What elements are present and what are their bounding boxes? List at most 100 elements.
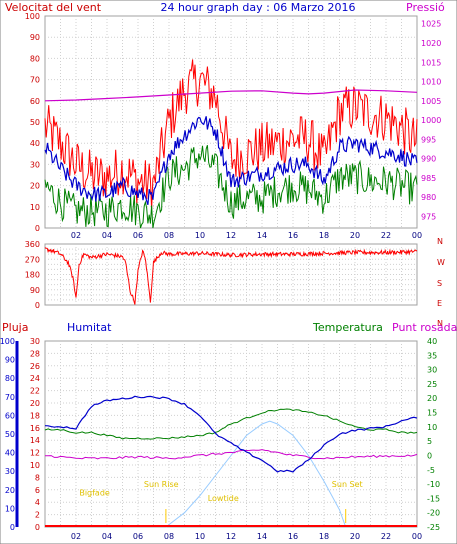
y-tick-rain: 2 [35, 511, 40, 520]
x-tick: 08 [164, 532, 174, 541]
y-tick-left: 0 [35, 301, 40, 310]
y-tick-rain: 14 [30, 436, 40, 445]
y-tick-rain: 10 [30, 461, 40, 470]
y-tick-temperature: -5 [427, 466, 435, 475]
y-tick-temperature: 35 [427, 351, 437, 360]
compass-letter: N [437, 237, 443, 246]
y-tick-rain: 22 [30, 387, 40, 396]
y-tick-right: 1010 [421, 78, 441, 87]
y-tick-left: 80 [30, 54, 40, 63]
temperature-line [44, 408, 418, 440]
y-tick-left: 90 [30, 33, 40, 42]
y-tick-humidity: 0 [10, 523, 15, 532]
y-tick-temperature: 5 [427, 437, 432, 446]
wind-direction-line [44, 247, 418, 305]
dewpoint-label: Punt rosada [392, 321, 457, 334]
y-tick-right: 980 [421, 193, 436, 202]
y-tick-right: 1015 [421, 58, 441, 67]
y-tick-humidity: 50 [5, 430, 15, 439]
y-tick-humidity: 70 [5, 393, 15, 402]
x-tick: 10 [195, 532, 205, 541]
wind-gust-line [44, 59, 418, 210]
y-tick-left: 360 [25, 240, 40, 249]
y-tick-temperature: 40 [427, 337, 437, 346]
x-tick: 18 [319, 231, 329, 240]
annotation-label: Sun Rise [144, 480, 179, 489]
compass-letter: W [437, 258, 445, 267]
y-tick-humidity: 90 [5, 356, 15, 365]
x-tick: 08 [164, 231, 174, 240]
y-tick-temperature: 20 [427, 394, 437, 403]
y-tick-left: 40 [30, 139, 40, 148]
chart-title: 24 hour graph day : 06 Marzo 2016 [160, 1, 355, 14]
y-tick-temperature: 15 [427, 409, 437, 418]
y-tick-left: 90 [30, 286, 40, 295]
y-tick-right: 975 [421, 212, 436, 221]
y-tick-temperature: -25 [427, 523, 440, 532]
x-tick: 10 [195, 231, 205, 240]
y-tick-right: 990 [421, 155, 436, 164]
wind-direction-chart: 0 90 180 270 360 N W S E N [25, 237, 445, 328]
humidity-temperature-chart: 0102030405060708090100024681012141618202… [0, 337, 440, 541]
y-tick-humidity: 20 [5, 486, 15, 495]
y-tick-rain: 16 [30, 424, 40, 433]
compass-letter: E [437, 299, 442, 308]
y-tick-temperature: 10 [427, 423, 437, 432]
humidity-label: Humitat [67, 321, 112, 334]
wind-average-line [44, 116, 418, 205]
y-tick-rain: 24 [30, 374, 40, 383]
temperature-label: Temperatura [312, 321, 383, 334]
y-tick-left: 10 [30, 203, 40, 212]
x-tick: 02 [71, 231, 81, 240]
x-tick: 16 [288, 231, 298, 240]
y-tick-temperature: -20 [427, 509, 440, 518]
x-tick: 22 [381, 231, 391, 240]
x-tick: 00 [412, 532, 422, 541]
pressure-label: Pressió [406, 1, 445, 14]
y-tick-rain: 30 [30, 337, 40, 346]
humidity-line [44, 395, 418, 473]
wind-speed-chart: 0102030405060708090100975980985990995100… [25, 12, 442, 240]
y-tick-left: 30 [30, 160, 40, 169]
x-tick: 20 [350, 532, 360, 541]
compass-letter: S [437, 279, 442, 288]
solar-curve [165, 420, 347, 528]
x-tick: 06 [133, 231, 143, 240]
y-tick-temperature: 30 [427, 366, 437, 375]
wind-minimum-line [44, 145, 418, 229]
y-tick-rain: 8 [35, 473, 40, 482]
x-tick: 14 [257, 231, 267, 240]
y-tick-humidity: 100 [0, 337, 15, 346]
y-tick-right: 1000 [421, 116, 441, 125]
x-tick: 16 [288, 532, 298, 541]
y-tick-humidity: 30 [5, 467, 15, 476]
x-tick: 12 [226, 532, 236, 541]
dewpoint-line [45, 449, 418, 460]
y-tick-temperature: -10 [427, 480, 440, 489]
x-tick: 22 [381, 532, 391, 541]
y-tick-humidity: 10 [5, 504, 15, 513]
rain-label: Pluja [2, 321, 28, 334]
y-tick-right: 1005 [421, 97, 441, 106]
y-tick-temperature: 0 [427, 451, 432, 460]
y-tick-left: 20 [30, 182, 40, 191]
y-tick-humidity: 60 [5, 411, 15, 420]
x-tick: 00 [412, 231, 422, 240]
annotation-label: Sun Set [332, 480, 363, 489]
y-tick-rain: 0 [35, 523, 40, 532]
y-tick-rain: 28 [30, 349, 40, 358]
compass-letter: N [437, 319, 443, 328]
x-tick: 06 [133, 532, 143, 541]
y-tick-left: 50 [30, 118, 40, 127]
x-tick: 04 [102, 231, 112, 240]
y-tick-right: 985 [421, 174, 436, 183]
pressure-line [44, 89, 418, 102]
wind-speed-label: Velocitat del vent [5, 1, 102, 14]
y-tick-left: 60 [30, 97, 40, 106]
y-tick-rain: 26 [30, 362, 40, 371]
y-tick-temperature: -15 [427, 494, 440, 503]
x-tick: 14 [257, 532, 267, 541]
x-tick: 18 [319, 532, 329, 541]
